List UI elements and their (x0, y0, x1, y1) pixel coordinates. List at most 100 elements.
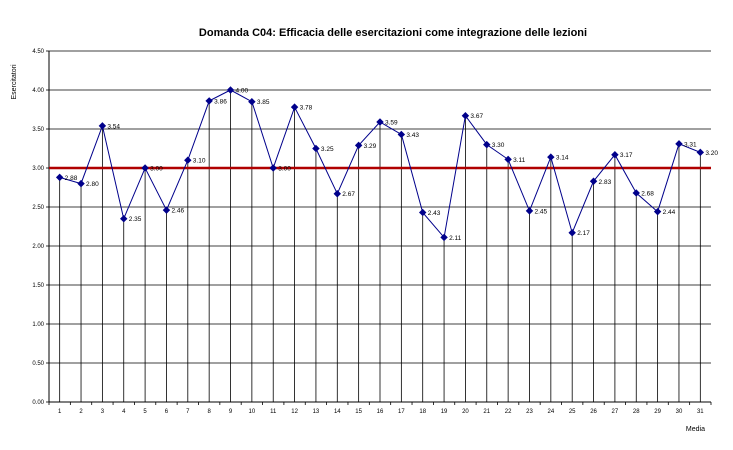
data-point-marker (397, 130, 406, 139)
y-tick-label: 1.50 (32, 283, 44, 289)
data-label: 2.45 (534, 208, 547, 215)
data-label: 2.88 (65, 175, 78, 182)
x-tick-label: 19 (441, 409, 448, 415)
x-tick-label: 9 (229, 409, 233, 415)
x-tick-label: 22 (505, 409, 512, 415)
chart-title: Domanda C04: Efficacia delle esercitazio… (199, 27, 587, 39)
data-point-marker (354, 141, 363, 150)
y-tick-label: 3.00 (32, 166, 44, 172)
x-tick-label: 14 (334, 409, 341, 415)
data-label: 3.31 (684, 141, 697, 148)
x-tick-label: 28 (633, 409, 640, 415)
x-tick-label: 17 (398, 409, 405, 415)
data-point-marker (141, 164, 149, 172)
data-point-marker (312, 144, 320, 153)
y-tick-label: 3.50 (32, 127, 44, 133)
data-label: 3.20 (705, 150, 718, 157)
data-point-marker (418, 208, 427, 217)
x-tick-label: 13 (313, 409, 320, 415)
x-tick-label: 15 (355, 409, 362, 415)
data-point-marker (696, 148, 705, 157)
data-point-marker (653, 207, 662, 216)
data-point-marker (205, 97, 213, 105)
x-tick-label: 10 (249, 409, 256, 415)
x-tick-label: 27 (612, 409, 619, 415)
data-point-marker (333, 190, 342, 198)
data-label: 3.85 (257, 99, 270, 106)
x-tick-label: 23 (526, 409, 533, 415)
data-label: 3.17 (620, 152, 633, 159)
x-tick-label: 12 (291, 409, 298, 415)
data-label: 3.86 (214, 98, 227, 105)
data-label: 3.67 (470, 113, 483, 120)
x-tick-label: 11 (270, 409, 277, 415)
data-point-marker (290, 103, 299, 111)
data-point-marker (632, 189, 640, 197)
data-label: 2.17 (577, 230, 590, 237)
data-point-marker (504, 155, 512, 164)
x-tick-label: 5 (143, 409, 147, 415)
data-label: 2.35 (129, 216, 142, 223)
x-tick-label: 2 (79, 409, 83, 415)
data-label: 2.44 (663, 209, 676, 216)
y-tick-label: 0.00 (32, 400, 44, 406)
data-point-marker (55, 173, 64, 182)
data-point-marker (525, 207, 534, 215)
data-point-marker (226, 86, 235, 94)
x-tick-label: 4 (122, 409, 126, 415)
data-label: 3.78 (300, 105, 313, 112)
data-point-marker (77, 179, 85, 188)
data-label: 2.43 (428, 210, 441, 217)
x-tick-label: 29 (654, 409, 661, 415)
data-label: 3.14 (556, 155, 569, 162)
data-label: 3.25 (321, 146, 334, 153)
x-tick-label: 7 (186, 409, 190, 415)
x-tick-label: 16 (377, 409, 384, 415)
x-tick-label: 20 (462, 409, 469, 415)
y-tick-label: 4.00 (32, 88, 44, 94)
x-tick-label: 24 (547, 409, 554, 415)
x-tick-label: 31 (697, 409, 704, 415)
data-label: 2.83 (599, 179, 612, 186)
x-tick-label: 8 (207, 409, 211, 415)
data-point-marker (568, 229, 576, 237)
y-tick-label: 0.50 (32, 361, 44, 367)
data-label: 3.43 (406, 132, 419, 139)
x-tick-label: 25 (569, 409, 576, 415)
data-point-marker (248, 97, 256, 106)
y-axis-label: Esercitatori (11, 64, 18, 99)
data-label: 2.68 (641, 190, 654, 197)
data-point-marker (675, 140, 683, 148)
y-tick-label: 1.00 (32, 322, 44, 328)
y-tick-label: 2.50 (32, 205, 44, 211)
data-point-marker (98, 122, 107, 130)
data-point-marker (440, 233, 448, 242)
x-axis-label: Media (686, 426, 705, 433)
data-label: 4.00 (236, 88, 249, 95)
x-tick-label: 6 (165, 409, 169, 415)
data-label: 3.10 (193, 158, 206, 165)
data-label: 2.67 (342, 191, 355, 198)
data-label: 3.11 (513, 157, 526, 164)
data-label: 2.46 (171, 208, 184, 215)
y-tick-label: 4.50 (32, 49, 44, 55)
data-point-marker (547, 153, 555, 161)
data-point-marker (184, 156, 192, 164)
data-label: 2.11 (449, 235, 462, 242)
x-tick-label: 18 (419, 409, 426, 415)
data-label: 3.29 (364, 143, 377, 150)
x-tick-label: 26 (590, 409, 597, 415)
x-tick-label: 1 (58, 409, 62, 415)
data-label: 3.59 (385, 119, 398, 126)
data-label: 3.30 (492, 142, 505, 149)
data-point-marker (376, 118, 384, 126)
data-point-marker (120, 214, 128, 223)
data-point-marker (611, 151, 619, 159)
x-tick-label: 30 (676, 409, 683, 415)
data-label: 3.00 (150, 166, 163, 173)
y-tick-label: 2.00 (32, 244, 44, 250)
data-point-marker (269, 164, 277, 172)
data-label: 3.54 (107, 123, 120, 130)
data-point-marker (162, 206, 171, 214)
